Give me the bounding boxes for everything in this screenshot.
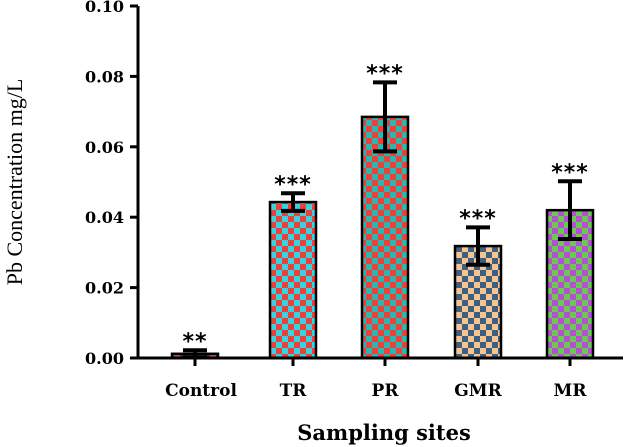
y-tick-label: 0.04 [85,208,124,227]
bar-tr [268,200,318,360]
significance-label: ** [182,329,207,354]
significance-label: *** [366,61,404,86]
x-tick-labels: Control TR PR GMR MR [165,358,587,401]
significance-label: *** [274,172,312,197]
y-tick-label: 0.10 [85,0,124,16]
x-tick-label: GMR [454,381,502,401]
significance-label: *** [551,160,589,185]
x-axis-title: Sampling sites [297,420,471,445]
x-tick-label: Control [165,381,237,401]
y-tick-label: 0.08 [85,67,124,86]
x-tick-label: PR [372,381,400,401]
bar-group-tr: *** [268,172,318,360]
x-tick-label: TR [280,381,308,401]
y-axis-title: Pb Concentration mg/L [2,79,27,286]
bar-group-pr: *** [360,61,410,360]
bar-pr [360,115,410,360]
significance-label: *** [459,206,497,231]
y-tick-label: 0.06 [85,138,124,157]
bar-group-mr: *** [545,160,595,360]
axes-layer [136,6,623,360]
bar-group-gmr: *** [453,206,503,360]
y-ticks: 0.00 0.02 0.04 0.06 0.08 0.10 [85,0,138,368]
y-tick-label: 0.00 [85,349,124,368]
x-tick-label: MR [554,381,588,401]
bars-layer: ************** [170,61,595,360]
y-tick-label: 0.02 [85,279,124,298]
bar-group-control: ** [170,329,220,360]
